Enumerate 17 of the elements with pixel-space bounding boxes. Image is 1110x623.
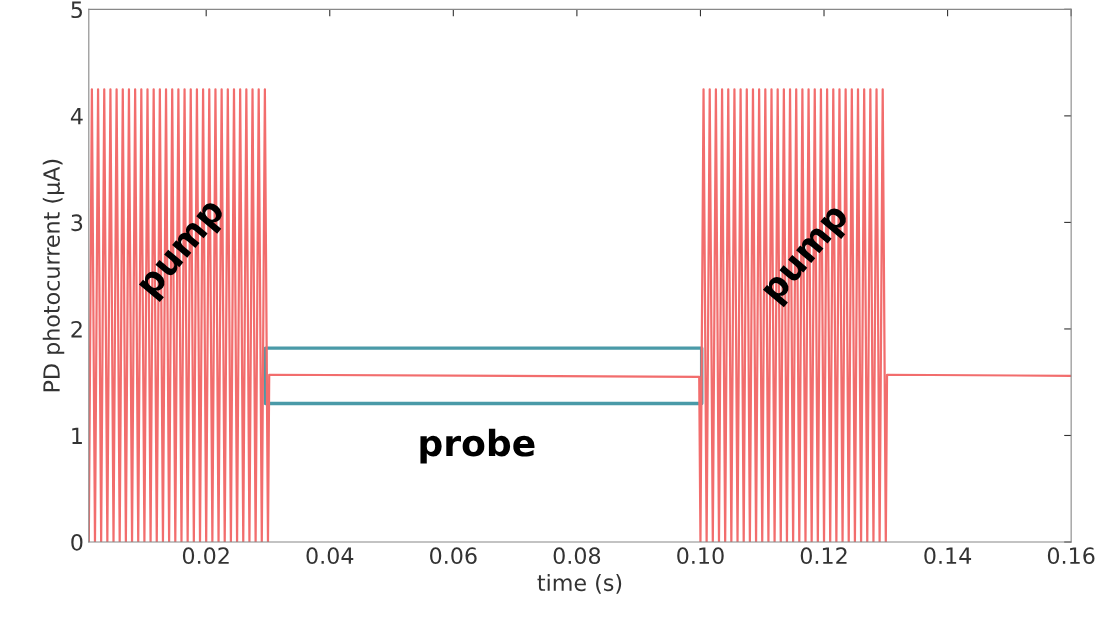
y-tick-label: 4 bbox=[70, 108, 83, 125]
x-tick-label: 0.12 bbox=[800, 547, 847, 565]
x-tick-label: 0.16 bbox=[1047, 547, 1095, 565]
y-axis-title: PD photocurrent (μA) bbox=[42, 159, 65, 392]
x-tick-label: 0.02 bbox=[182, 547, 229, 565]
y-tick-label: 5 bbox=[71, 1, 82, 19]
x-tick-label: 0.10 bbox=[677, 547, 724, 565]
annotation: probe bbox=[420, 428, 535, 464]
x-tick-label: 0.06 bbox=[430, 547, 477, 565]
x-tick-label: 0.14 bbox=[924, 547, 972, 565]
y-tick-label: 2 bbox=[71, 320, 82, 338]
x-tick-label: 0.08 bbox=[553, 547, 601, 565]
x-axis-title: time (s) bbox=[537, 573, 622, 594]
y-tick-label: 0 bbox=[71, 533, 83, 551]
y-tick-label: 3 bbox=[71, 214, 83, 232]
y-tick-label: 1 bbox=[72, 427, 82, 444]
x-tick-label: 0.04 bbox=[306, 547, 354, 565]
